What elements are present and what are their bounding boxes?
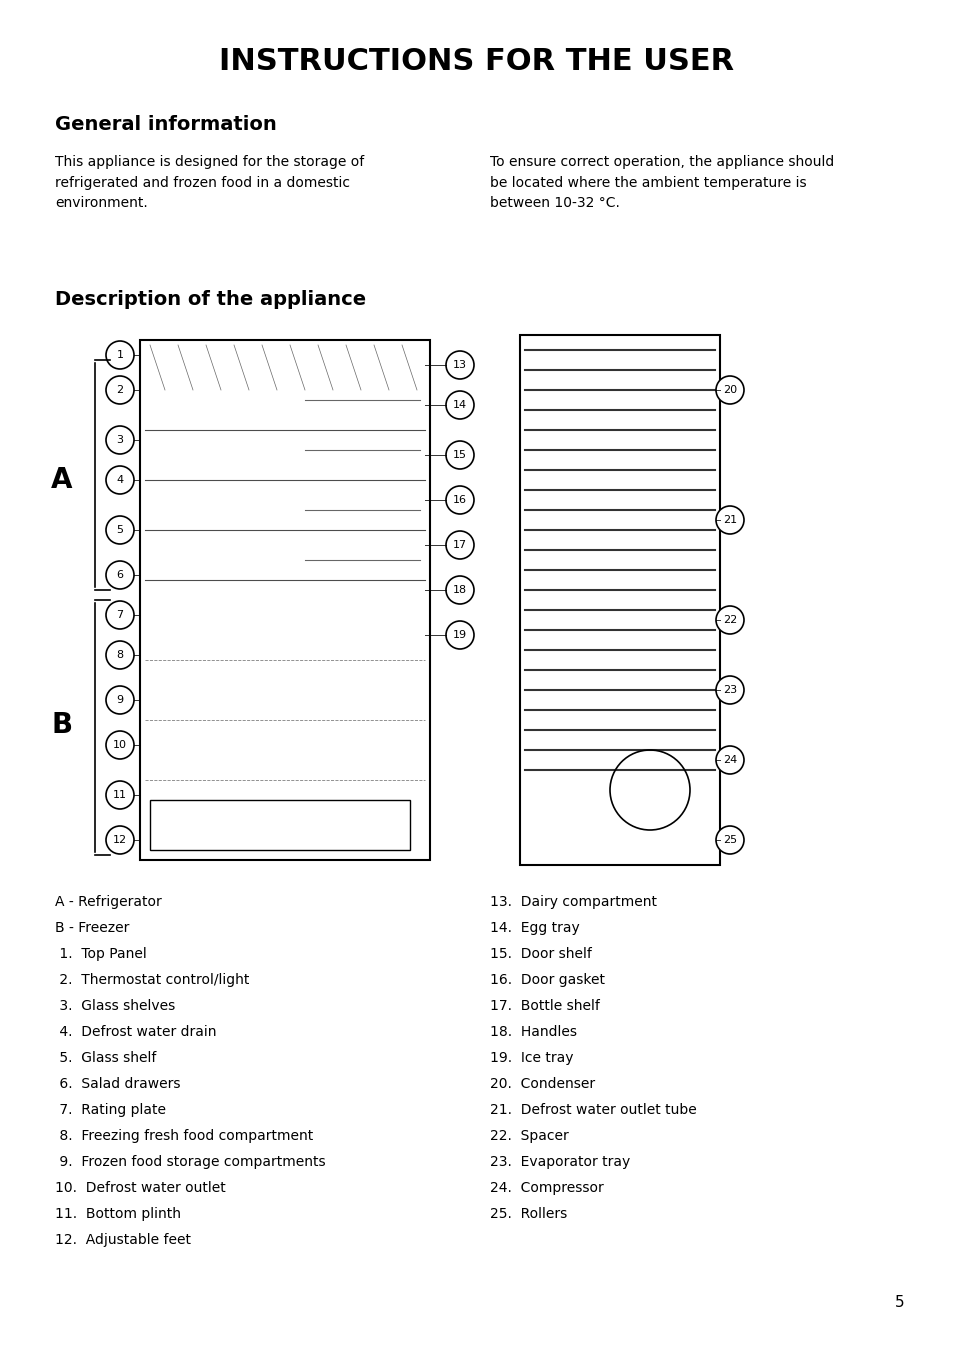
Text: This appliance is designed for the storage of
refrigerated and frozen food in a : This appliance is designed for the stora… — [55, 155, 364, 211]
Text: A: A — [51, 466, 72, 494]
Text: To ensure correct operation, the appliance should
be located where the ambient t: To ensure correct operation, the applian… — [490, 155, 833, 211]
Circle shape — [446, 351, 474, 380]
Text: 22: 22 — [722, 615, 737, 626]
Circle shape — [716, 746, 743, 774]
Text: 2.  Thermostat control/light: 2. Thermostat control/light — [55, 973, 249, 988]
Text: 11.  Bottom plinth: 11. Bottom plinth — [55, 1206, 181, 1221]
Text: 20.  Condenser: 20. Condenser — [490, 1077, 595, 1092]
Circle shape — [106, 466, 133, 494]
Circle shape — [106, 516, 133, 544]
Text: 4: 4 — [116, 476, 124, 485]
Text: 11: 11 — [112, 790, 127, 800]
Circle shape — [446, 390, 474, 419]
Text: 17: 17 — [453, 540, 467, 550]
Text: 3.  Glass shelves: 3. Glass shelves — [55, 998, 175, 1013]
Text: 5: 5 — [894, 1296, 903, 1310]
Text: 21.  Defrost water outlet tube: 21. Defrost water outlet tube — [490, 1102, 696, 1117]
Circle shape — [106, 781, 133, 809]
Text: 9.  Frozen food storage compartments: 9. Frozen food storage compartments — [55, 1155, 325, 1169]
Circle shape — [716, 825, 743, 854]
Circle shape — [106, 686, 133, 713]
Circle shape — [106, 601, 133, 630]
Circle shape — [716, 607, 743, 634]
Circle shape — [446, 486, 474, 513]
Text: B: B — [51, 711, 72, 739]
Bar — [519, 335, 720, 865]
Circle shape — [716, 376, 743, 404]
Text: 24: 24 — [722, 755, 737, 765]
Text: 25.  Rollers: 25. Rollers — [490, 1206, 567, 1221]
Circle shape — [446, 576, 474, 604]
Text: INSTRUCTIONS FOR THE USER: INSTRUCTIONS FOR THE USER — [219, 47, 734, 77]
Circle shape — [446, 621, 474, 648]
Circle shape — [106, 376, 133, 404]
Bar — [150, 800, 410, 850]
Circle shape — [716, 676, 743, 704]
Text: 15.  Door shelf: 15. Door shelf — [490, 947, 591, 961]
Text: 3: 3 — [116, 435, 123, 444]
Circle shape — [446, 440, 474, 469]
Text: 8: 8 — [116, 650, 124, 661]
Text: 5: 5 — [116, 526, 123, 535]
Text: B - Freezer: B - Freezer — [55, 921, 130, 935]
Text: 2: 2 — [116, 385, 124, 394]
Circle shape — [106, 426, 133, 454]
Text: 17.  Bottle shelf: 17. Bottle shelf — [490, 998, 599, 1013]
Text: 12.  Adjustable feet: 12. Adjustable feet — [55, 1233, 191, 1247]
Text: 13: 13 — [453, 359, 467, 370]
Text: 15: 15 — [453, 450, 467, 459]
Circle shape — [106, 731, 133, 759]
Text: 12: 12 — [112, 835, 127, 844]
Text: 5.  Glass shelf: 5. Glass shelf — [55, 1051, 156, 1065]
Text: 13.  Dairy compartment: 13. Dairy compartment — [490, 894, 657, 909]
Text: 21: 21 — [722, 515, 737, 526]
Text: 1.  Top Panel: 1. Top Panel — [55, 947, 147, 961]
Text: 25: 25 — [722, 835, 737, 844]
Text: 19.  Ice tray: 19. Ice tray — [490, 1051, 573, 1065]
Text: 9: 9 — [116, 694, 124, 705]
Circle shape — [106, 640, 133, 669]
Text: A - Refrigerator: A - Refrigerator — [55, 894, 162, 909]
Circle shape — [106, 340, 133, 369]
Circle shape — [716, 507, 743, 534]
Text: 14: 14 — [453, 400, 467, 409]
Text: 16.  Door gasket: 16. Door gasket — [490, 973, 604, 988]
Text: 19: 19 — [453, 630, 467, 640]
Text: 6: 6 — [116, 570, 123, 580]
Text: 23: 23 — [722, 685, 737, 694]
Text: 16: 16 — [453, 494, 467, 505]
Circle shape — [106, 561, 133, 589]
Text: 4.  Defrost water drain: 4. Defrost water drain — [55, 1025, 216, 1039]
Text: 20: 20 — [722, 385, 737, 394]
Text: 1: 1 — [116, 350, 123, 359]
Text: 14.  Egg tray: 14. Egg tray — [490, 921, 579, 935]
Text: 10.  Defrost water outlet: 10. Defrost water outlet — [55, 1181, 226, 1196]
Text: 8.  Freezing fresh food compartment: 8. Freezing fresh food compartment — [55, 1129, 313, 1143]
Text: 23.  Evaporator tray: 23. Evaporator tray — [490, 1155, 630, 1169]
Text: 22.  Spacer: 22. Spacer — [490, 1129, 568, 1143]
Text: 6.  Salad drawers: 6. Salad drawers — [55, 1077, 180, 1092]
Circle shape — [446, 531, 474, 559]
Text: 7: 7 — [116, 611, 124, 620]
Text: 18.  Handles: 18. Handles — [490, 1025, 577, 1039]
Text: 18: 18 — [453, 585, 467, 594]
Text: General information: General information — [55, 115, 276, 134]
Text: 10: 10 — [112, 740, 127, 750]
Text: Description of the appliance: Description of the appliance — [55, 290, 366, 309]
Text: 7.  Rating plate: 7. Rating plate — [55, 1102, 166, 1117]
Circle shape — [106, 825, 133, 854]
Text: 24.  Compressor: 24. Compressor — [490, 1181, 603, 1196]
